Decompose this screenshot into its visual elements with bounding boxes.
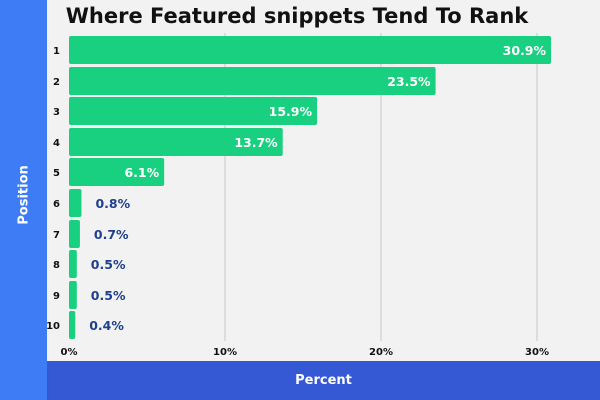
y-tick-label-1: 1	[53, 46, 60, 57]
x-axis-label: Percent	[295, 373, 352, 388]
bar-position-9	[69, 281, 77, 309]
y-tick-label-6: 6	[53, 199, 60, 210]
value-label-7: 0.7%	[94, 227, 129, 242]
value-label-10: 0.4%	[89, 318, 124, 333]
value-label-9: 0.5%	[91, 288, 126, 303]
y-tick-label-5: 5	[53, 168, 60, 179]
y-tick-label-10: 10	[46, 321, 60, 332]
y-tick-label-7: 7	[53, 230, 60, 241]
bar-position-2	[69, 67, 436, 95]
chart-title: Where Featured snippets Tend To Rank	[65, 4, 529, 28]
value-label-8: 0.5%	[91, 257, 126, 272]
value-label-4: 13.7%	[234, 135, 278, 150]
bar-position-6	[69, 189, 82, 217]
value-label-1: 30.9%	[503, 43, 547, 58]
y-tick-label-4: 4	[53, 138, 60, 149]
value-label-5: 6.1%	[124, 165, 159, 180]
x-tick-label-10: 10%	[213, 347, 237, 358]
value-label-2: 23.5%	[387, 74, 431, 89]
value-label-3: 15.9%	[269, 104, 313, 119]
bar-position-3	[69, 97, 318, 125]
y-tick-label-8: 8	[53, 260, 60, 271]
x-tick-label-20: 20%	[369, 347, 393, 358]
bar-position-8	[69, 250, 77, 278]
y-axis-band	[0, 0, 47, 400]
bar-position-7	[69, 220, 80, 248]
bar-position-5	[69, 158, 165, 186]
x-axis-band	[47, 361, 600, 400]
bar-position-1	[69, 36, 552, 64]
x-tick-label-0: 0%	[61, 347, 78, 358]
y-tick-label-9: 9	[53, 291, 60, 302]
x-tick-label-30: 30%	[525, 347, 549, 358]
y-tick-label-3: 3	[53, 107, 60, 118]
y-tick-label-2: 2	[53, 77, 60, 88]
bar-position-4	[69, 128, 283, 156]
value-label-6: 0.8%	[95, 196, 130, 211]
bar-position-10	[69, 311, 76, 339]
